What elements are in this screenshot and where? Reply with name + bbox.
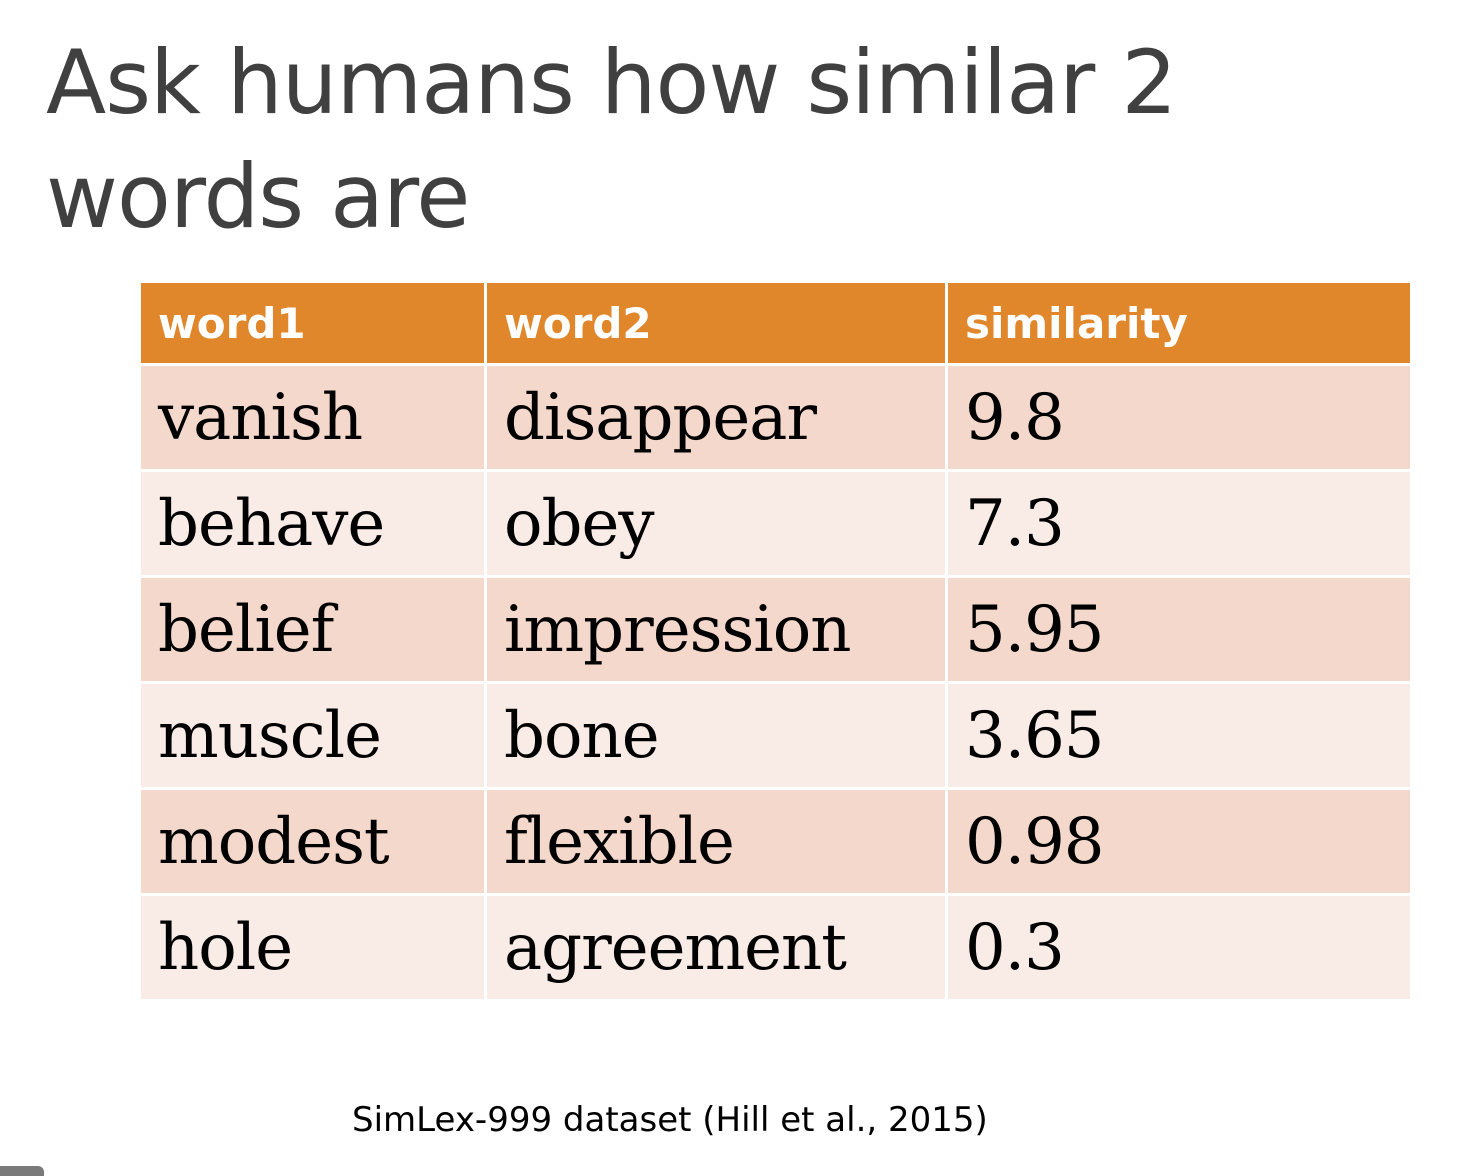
table-row: behave obey 7.3	[141, 472, 1410, 575]
cell-similarity: 5.95	[948, 578, 1410, 681]
cell-word2: bone	[487, 684, 945, 787]
header-similarity: similarity	[948, 283, 1410, 363]
cell-word2: disappear	[487, 366, 945, 469]
cell-similarity: 0.98	[948, 790, 1410, 893]
cell-word2: impression	[487, 578, 945, 681]
table-row: belief impression 5.95	[141, 578, 1410, 681]
cell-word1: modest	[141, 790, 484, 893]
cell-similarity: 3.65	[948, 684, 1410, 787]
cell-word2: obey	[487, 472, 945, 575]
cell-word1: vanish	[141, 366, 484, 469]
header-word2: word2	[487, 283, 945, 363]
cell-word1: muscle	[141, 684, 484, 787]
cell-word1: hole	[141, 896, 484, 999]
cell-word2: agreement	[487, 896, 945, 999]
header-word1: word1	[141, 283, 484, 363]
table-row: muscle bone 3.65	[141, 684, 1410, 787]
cell-word1: belief	[141, 578, 484, 681]
cell-word2: flexible	[487, 790, 945, 893]
table-header-row: word1 word2 similarity	[141, 283, 1410, 363]
table-row: hole agreement 0.3	[141, 896, 1410, 999]
dataset-citation: SimLex-999 dataset (Hill et al., 2015)	[352, 1100, 988, 1140]
slide-title: Ask humans how similar 2 words are	[46, 31, 1177, 248]
table-row: vanish disappear 9.8	[141, 366, 1410, 469]
similarity-table: word1 word2 similarity vanish disappear …	[138, 280, 1413, 1002]
table-row: modest flexible 0.98	[141, 790, 1410, 893]
slide-corner-tab	[0, 1166, 44, 1176]
cell-word1: behave	[141, 472, 484, 575]
cell-similarity: 9.8	[948, 366, 1410, 469]
cell-similarity: 0.3	[948, 896, 1410, 999]
cell-similarity: 7.3	[948, 472, 1410, 575]
